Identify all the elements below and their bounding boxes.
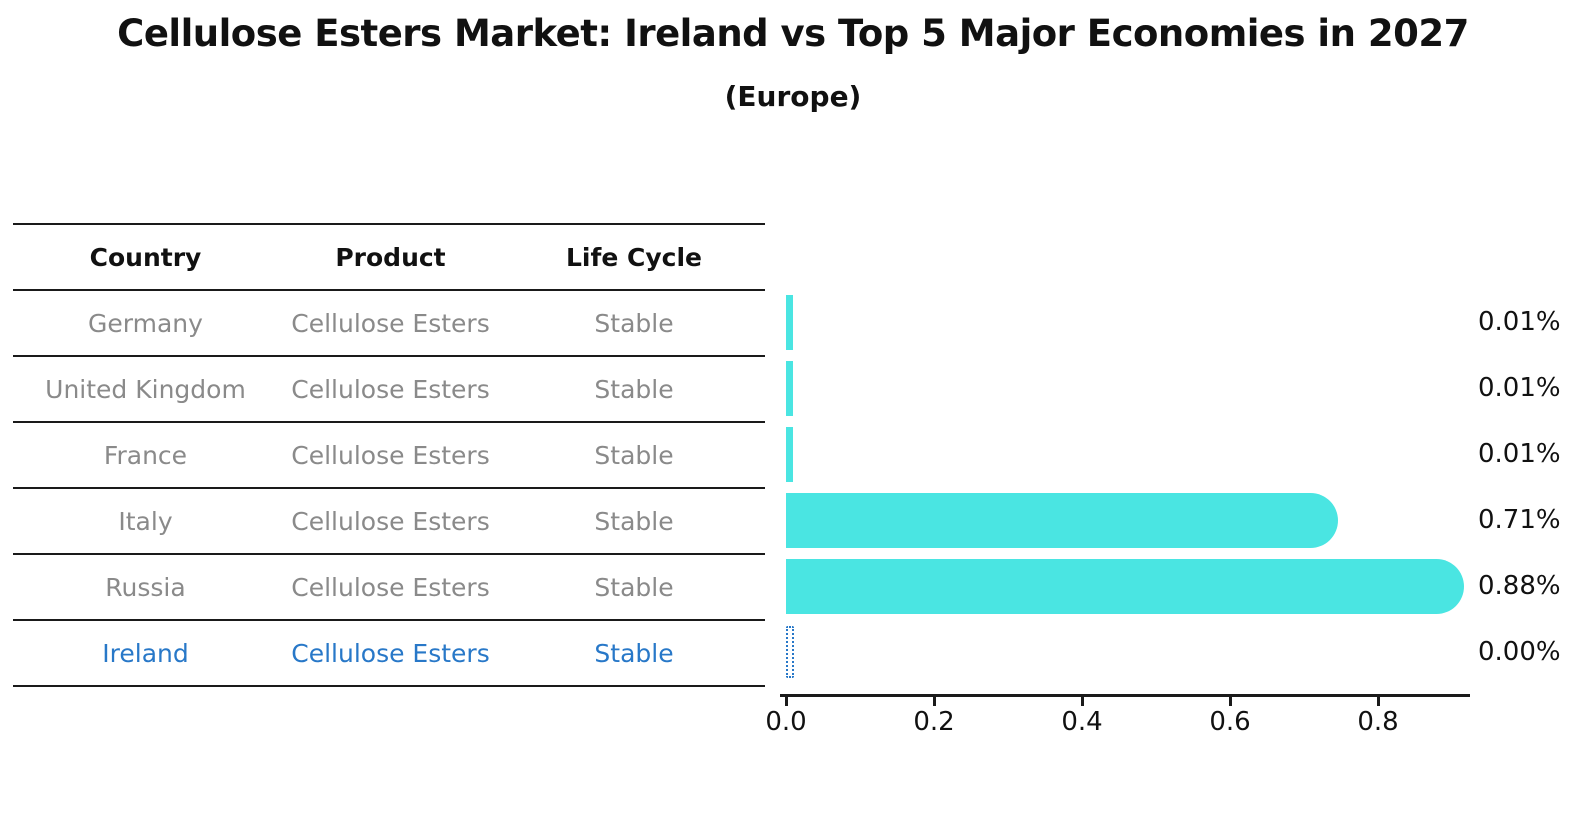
bar-ireland [786,626,794,678]
product-label: Cellulose Esters [291,572,490,602]
product-label: Cellulose Esters [291,506,490,536]
table-row-united-kingdom: United Kingdom Cellulose Esters Stable [13,355,765,421]
x-axis-line [780,694,1470,697]
economies-table: Country Product Life Cycle Germany Cellu… [13,223,765,687]
life-cycle-label: Stable [594,374,674,404]
chart-subtitle: (Europe) [724,80,862,113]
value-labels: 0.01% 0.01% 0.01% 0.71% 0.88% 0.00% [1478,289,1561,685]
x-tick-mark [933,697,936,706]
x-tick-label: 0.6 [1209,707,1251,737]
bar-row [786,487,1464,553]
x-tick-label: 0.8 [1357,707,1399,737]
life-cycle-label: Stable [594,638,674,668]
life-cycle-label: Stable [594,506,674,536]
country-label: Russia [105,572,186,602]
country-label: United Kingdom [45,374,246,404]
bar-row [786,355,1464,421]
country-label: Italy [118,506,173,536]
chart-title: Cellulose Esters Market: Ireland vs Top … [117,12,1469,55]
life-cycle-label: Stable [594,308,674,338]
value-label-united-kingdom: 0.01% [1478,373,1561,403]
bar-row [786,553,1465,619]
life-cycle-label: Stable [594,440,674,470]
table-row-france: France Cellulose Esters Stable [13,421,765,487]
bar-row [786,421,1464,487]
bar-france [786,426,794,482]
value-label-russia: 0.88% [1478,571,1561,601]
bar-germany [786,294,794,350]
column-header-life-cycle: Life Cycle [565,242,703,272]
table-row-ireland: Ireland Cellulose Esters Stable [13,619,765,685]
column-header-country: Country [89,242,202,272]
value-label-france: 0.01% [1478,439,1561,469]
country-label: France [103,440,188,470]
life-cycle-label: Stable [594,572,674,602]
bar-italy [786,492,1339,548]
table-header-row: Country Product Life Cycle [13,223,765,289]
product-label: Cellulose Esters [291,374,490,404]
bar-row [786,289,1464,355]
product-label: Cellulose Esters [291,440,490,470]
x-tick-mark [1377,697,1380,706]
value-label-italy: 0.71% [1478,505,1561,535]
column-header-product: Product [335,242,446,272]
bar-russia [786,558,1465,614]
x-tick-mark [1229,697,1232,706]
table-row-italy: Italy Cellulose Esters Stable [13,487,765,553]
table-row-germany: Germany Cellulose Esters Stable [13,289,765,355]
x-tick-label: 0.0 [765,707,807,737]
country-label: Germany [88,308,203,338]
product-label: Cellulose Esters [291,638,490,668]
bar-united-kingdom [786,360,794,416]
x-tick-label: 0.2 [913,707,955,737]
x-tick-mark [785,697,788,706]
x-tick-label: 0.4 [1061,707,1103,737]
x-tick-mark [1081,697,1084,706]
bar-row [786,619,1464,685]
table-row-russia: Russia Cellulose Esters Stable [13,553,765,619]
country-label: Ireland [102,638,189,668]
value-label-ireland: 0.00% [1478,637,1561,667]
bars-area [786,289,1465,685]
product-label: Cellulose Esters [291,308,490,338]
value-label-germany: 0.01% [1478,307,1561,337]
